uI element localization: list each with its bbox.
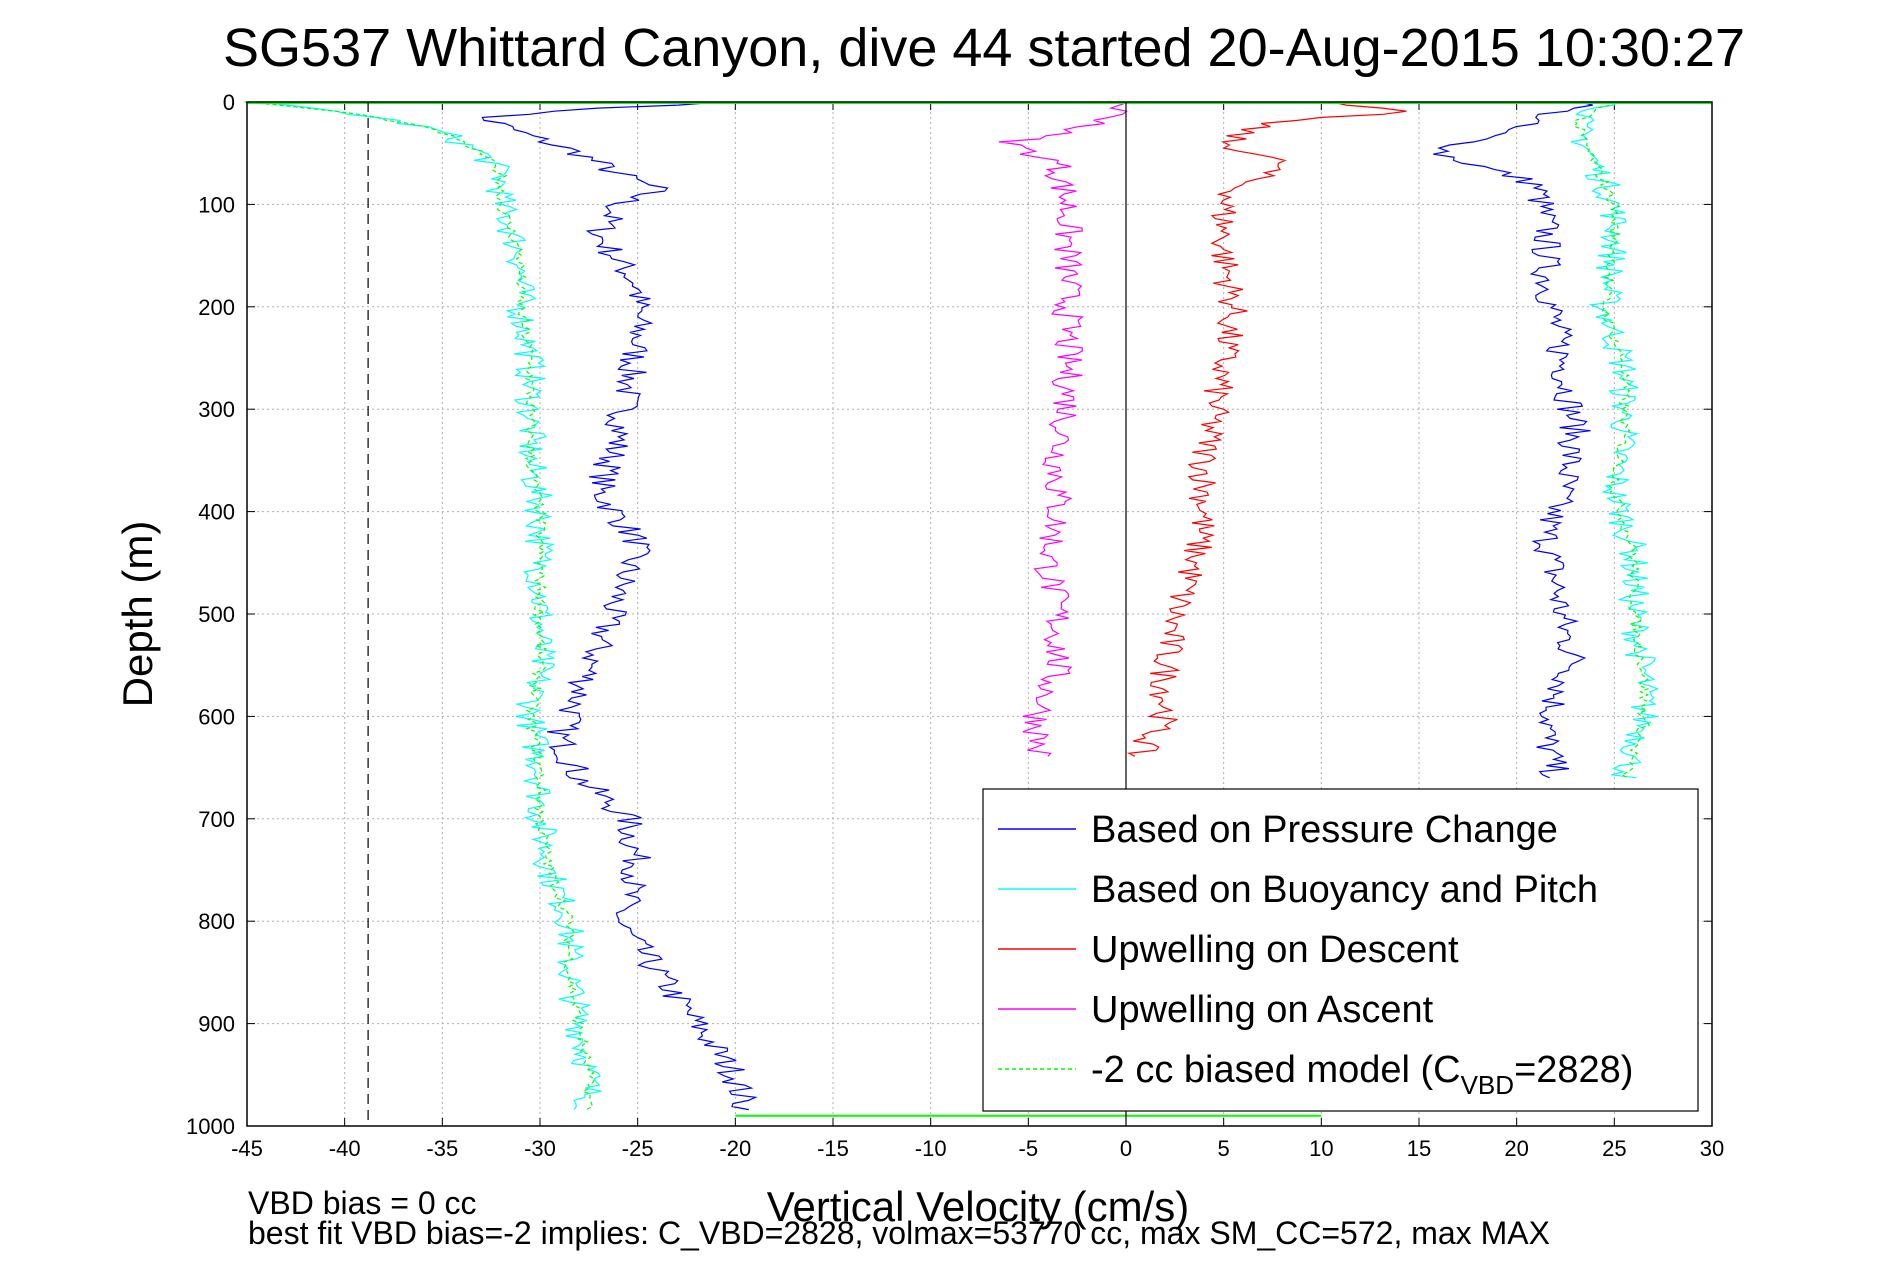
y-tick-label: 100: [198, 192, 235, 217]
legend: Based on Pressure Change Based on Buoyanc…: [982, 788, 1699, 1112]
x-tick-label: -25: [622, 1136, 654, 1161]
series-line-3-profile: [1126, 101, 1407, 757]
series-line-1-ascent: [1433, 101, 1593, 779]
y-tick-label: 0: [223, 90, 235, 115]
x-tick-label: 30: [1700, 1136, 1724, 1161]
x-tick-label: 5: [1218, 1136, 1230, 1161]
chart-title: SG537 Whittard Canyon, dive 44 started 2…: [223, 18, 1745, 78]
x-tick-label: 25: [1602, 1136, 1626, 1161]
y-tick-labels: 0 100 200 300 400 500 600 700 800 900 1000: [186, 90, 235, 1139]
x-tick-label: -5: [1019, 1136, 1039, 1161]
y-tick-label: 300: [198, 397, 235, 422]
series-line-2-ascent: [1570, 101, 1660, 779]
x-tick-label: 20: [1504, 1136, 1528, 1161]
y-axis-label: Depth (m): [114, 521, 161, 708]
x-tick-label: 10: [1309, 1136, 1333, 1161]
legend-label-3: Upwelling on Descent: [1091, 929, 1459, 971]
series-lines: [244, 101, 1712, 1117]
x-tick-label: -10: [915, 1136, 947, 1161]
x-tick-label: -20: [719, 1136, 751, 1161]
y-tick-label: 500: [198, 602, 235, 627]
y-tick-label: 900: [198, 1012, 235, 1037]
best-fit-note: best fit VBD bias=-2 implies: C_VBD=2828…: [248, 1215, 1550, 1251]
y-tick-label: 600: [198, 704, 235, 729]
series-line-5-descent: [244, 101, 596, 1111]
series-line-5-ascent: [1573, 101, 1650, 779]
series-line-4-profile: [998, 101, 1129, 757]
y-tick-label: 400: [198, 500, 235, 525]
legend-box: [982, 788, 1699, 1112]
x-tick-label: -15: [817, 1136, 849, 1161]
x-tick-label: -40: [329, 1136, 361, 1161]
x-tick-labels: -45 -40 -35 -30 -25 -20 -15 -10 -5 0 5 10 15 20 25 30: [231, 1136, 1724, 1161]
y-tick-label: 200: [198, 295, 235, 320]
vbd-bias-note: VBD bias = 0 cc: [248, 1185, 477, 1221]
x-tick-label: 0: [1120, 1136, 1132, 1161]
x-axis-label: Vertical Velocity (cm/s): [767, 1183, 1189, 1230]
x-tick-label: 15: [1407, 1136, 1431, 1161]
legend-label-4: Upwelling on Ascent: [1091, 989, 1434, 1031]
series-line-2-descent: [258, 101, 602, 1110]
legend-label-5: -2 cc biased model (CVBD=2828): [1091, 1049, 1633, 1100]
x-tick-label: -30: [524, 1136, 556, 1161]
y-tick-label: 1000: [186, 1114, 235, 1139]
plot-frame: [246, 101, 1713, 1127]
legend-label-1: Based on Pressure Change: [1091, 809, 1558, 851]
x-tick-label: -35: [426, 1136, 458, 1161]
y-tick-label: 800: [198, 909, 235, 934]
y-tick-label: 700: [198, 807, 235, 832]
x-tick-label: -45: [231, 1136, 263, 1161]
legend-label-2: Based on Buoyancy and Pitch: [1091, 869, 1598, 911]
series-line-1-descent: [481, 101, 758, 1111]
